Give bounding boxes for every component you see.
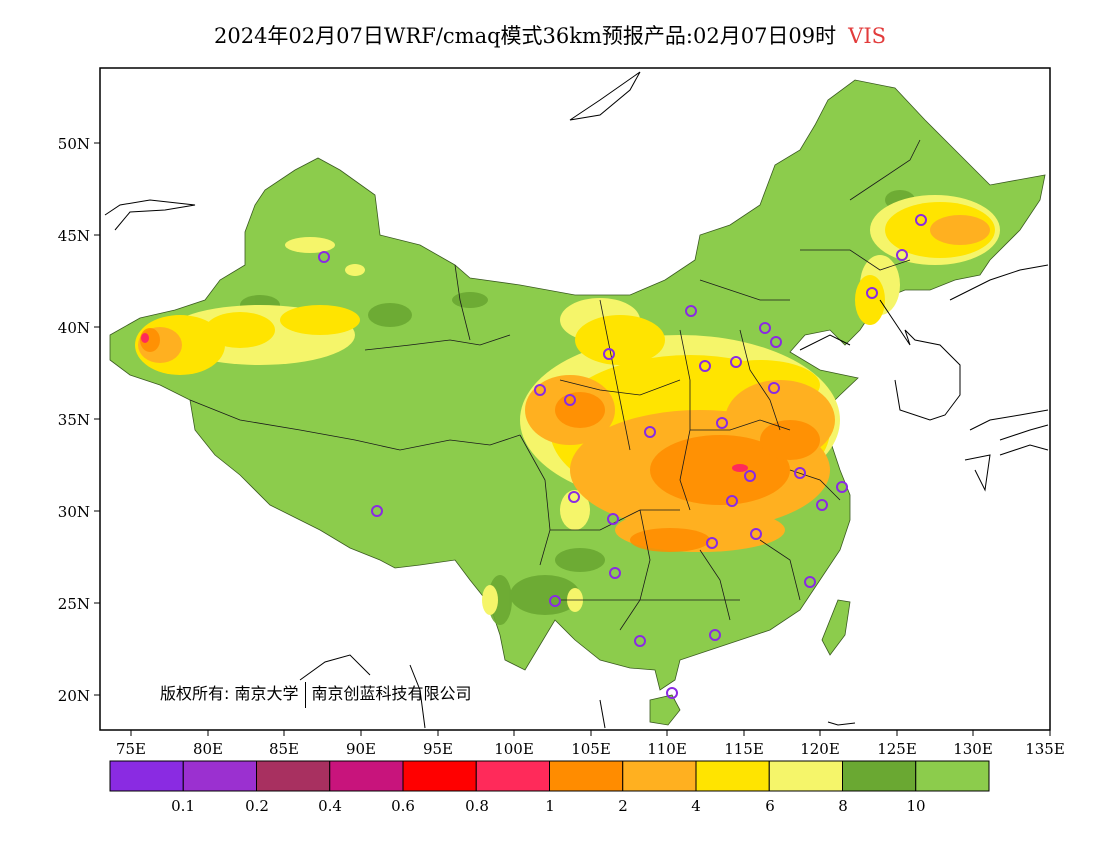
lat-label-40n: 40N	[58, 319, 90, 337]
legend-color-box	[622, 760, 697, 792]
lon-label-80e: 80E	[193, 740, 223, 758]
legend-label-0-8: 0.8	[465, 797, 489, 815]
legend-color-box	[402, 760, 477, 792]
legend-color-box	[768, 760, 843, 792]
lon-label-90e: 90E	[346, 740, 376, 758]
longitude-axis	[130, 730, 1051, 736]
legend-label-10: 10	[906, 797, 925, 815]
lon-label-105e: 105E	[571, 740, 611, 758]
lat-label-25n: 25N	[58, 595, 90, 613]
lat-label-20n: 20N	[58, 687, 90, 705]
legend-label-0-4: 0.4	[318, 797, 342, 815]
legend-color-box	[695, 760, 770, 792]
taiwan-island	[821, 599, 851, 656]
variable-name: VIS	[848, 24, 887, 48]
lon-label-125e: 125E	[877, 740, 917, 758]
legend-label-4: 4	[691, 797, 701, 815]
lat-label-30n: 30N	[58, 503, 90, 521]
lon-label-95e: 95E	[423, 740, 453, 758]
copyright-org-1: 南京大学	[234, 684, 299, 703]
copyright-org-2: 南京创蓝科技有限公司	[311, 684, 472, 703]
legend-label-6: 6	[765, 797, 775, 815]
lat-label-50n: 50N	[58, 135, 90, 153]
map-title: 2024年02月07日WRF/cmaq模式36km预报产品:02月07日09时 V…	[0, 20, 1100, 50]
legend-color-box	[475, 760, 550, 792]
province-boundaries	[189, 139, 921, 631]
legend-color-box	[256, 760, 331, 792]
copyright-prefix: 版权所有:	[160, 684, 230, 703]
copyright-notice: 版权所有: 南京大学 南京创蓝科技有限公司	[160, 680, 472, 708]
orange-zones	[140, 328, 820, 552]
legend-color-box	[842, 760, 917, 792]
legend-color-box	[329, 760, 404, 792]
coastlines	[104, 71, 1049, 729]
lon-label-110e: 110E	[647, 740, 687, 758]
legend-label-2: 2	[618, 797, 628, 815]
lon-label-100e: 100E	[494, 740, 534, 758]
station-markers	[318, 214, 927, 699]
red-spots	[141, 333, 748, 472]
copyright-divider	[304, 681, 306, 708]
lat-label-35n: 35N	[58, 411, 90, 429]
legend-label-8: 8	[838, 797, 848, 815]
legend-label-0-1: 0.1	[171, 797, 195, 815]
lon-label-85e: 85E	[269, 740, 299, 758]
legend-color-box	[182, 760, 257, 792]
legend-colorbar	[109, 760, 990, 792]
legend-color-box	[109, 760, 184, 792]
lon-label-115e: 115E	[724, 740, 764, 758]
legend-label-0-6: 0.6	[391, 797, 415, 815]
lon-label-120e: 120E	[800, 740, 840, 758]
lon-label-130e: 130E	[953, 740, 993, 758]
title-text: 2024年02月07日WRF/cmaq模式36km预报产品:02月07日09时	[213, 24, 837, 48]
legend-color-box	[915, 760, 990, 792]
legend-color-box	[549, 760, 624, 792]
legend-label-1: 1	[545, 797, 555, 815]
latitude-axis	[94, 142, 100, 696]
lat-label-45n: 45N	[58, 227, 90, 245]
lon-label-135e: 135E	[1025, 740, 1065, 758]
legend-label-0-2: 0.2	[245, 797, 269, 815]
lon-label-75e: 75E	[116, 740, 146, 758]
